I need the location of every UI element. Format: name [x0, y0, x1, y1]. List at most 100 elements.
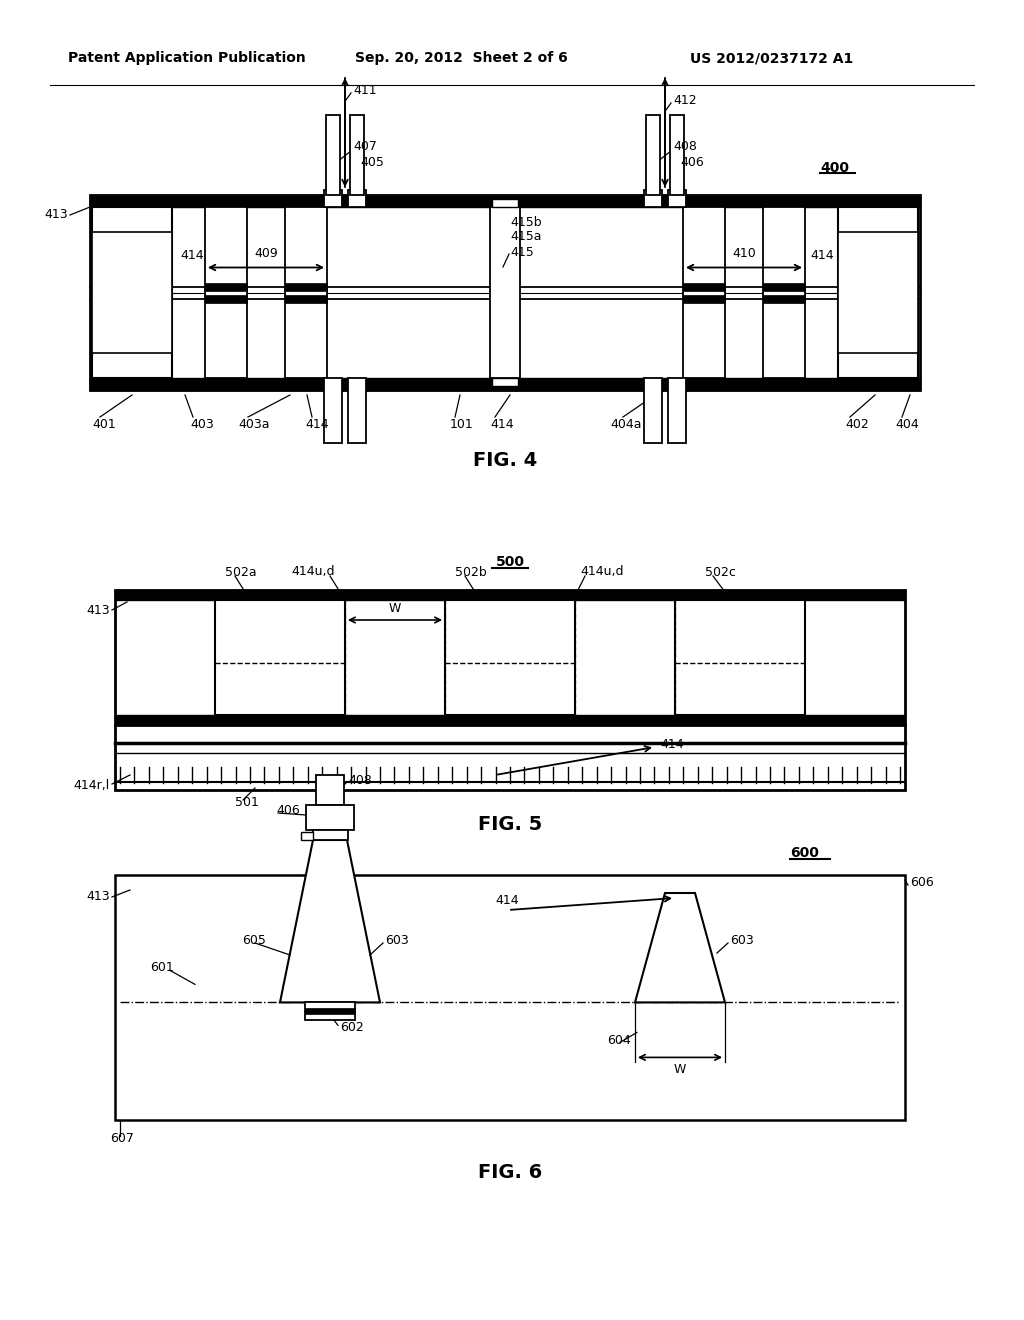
Bar [763, 207, 805, 378]
Text: 413: 413 [86, 603, 110, 616]
Bar [285, 282, 327, 290]
Text: 603: 603 [385, 933, 409, 946]
Text: 411: 411 [353, 83, 377, 96]
Bar [324, 190, 342, 207]
Text: 406: 406 [276, 804, 300, 817]
Text: 414: 414 [495, 894, 518, 907]
Text: 415: 415 [510, 246, 534, 259]
Bar [285, 207, 327, 378]
Bar [305, 1008, 355, 1014]
Text: 406: 406 [680, 157, 703, 169]
Bar [348, 190, 366, 207]
Bar [205, 282, 247, 290]
Bar [305, 1002, 355, 1020]
Bar [316, 775, 344, 805]
Bar [115, 590, 905, 601]
Text: 604: 604 [607, 1034, 631, 1047]
Text: 502c: 502c [705, 565, 736, 578]
Bar [644, 190, 662, 207]
Text: 415a: 415a [510, 231, 542, 243]
Bar [683, 207, 725, 378]
Text: 414: 414 [180, 249, 204, 261]
Bar [285, 294, 327, 302]
Text: FIG. 6: FIG. 6 [478, 1163, 542, 1181]
Bar [644, 378, 662, 444]
Text: 404a: 404a [610, 418, 641, 432]
Text: 502a: 502a [225, 565, 257, 578]
Text: 409: 409 [254, 247, 278, 260]
Bar [205, 294, 247, 302]
Text: 403a: 403a [238, 418, 269, 432]
Bar [324, 378, 342, 444]
Bar [301, 832, 313, 840]
Text: 401: 401 [92, 418, 116, 432]
Text: 600: 600 [790, 846, 819, 861]
Text: 407: 407 [353, 140, 377, 153]
Bar [92, 207, 172, 378]
Text: 402: 402 [845, 418, 868, 432]
Text: 607: 607 [110, 1131, 134, 1144]
Text: W: W [674, 1063, 686, 1076]
Bar [350, 115, 364, 195]
Text: 412: 412 [673, 94, 696, 107]
Bar [646, 115, 660, 195]
Text: 414: 414 [810, 249, 834, 261]
Text: US 2012/0237172 A1: US 2012/0237172 A1 [690, 51, 853, 65]
Bar [90, 195, 920, 389]
Text: 404: 404 [895, 418, 919, 432]
Bar [838, 207, 918, 378]
Text: 603: 603 [730, 933, 754, 946]
Bar [115, 725, 905, 789]
Text: 413: 413 [44, 209, 68, 222]
Polygon shape [635, 894, 725, 1002]
Bar [675, 601, 805, 715]
Bar [668, 378, 686, 444]
Text: 101: 101 [450, 418, 474, 432]
Text: 501: 501 [234, 796, 259, 808]
Text: 414u,d: 414u,d [292, 565, 335, 578]
Bar [115, 875, 905, 1119]
Bar [90, 378, 920, 389]
Text: 415b: 415b [510, 215, 542, 228]
Bar [763, 294, 805, 302]
Text: 405: 405 [360, 157, 384, 169]
Text: 400: 400 [820, 161, 849, 176]
Bar [326, 115, 340, 195]
Bar [492, 378, 518, 385]
Text: 606: 606 [910, 876, 934, 890]
Text: 502b: 502b [455, 565, 486, 578]
Bar [90, 195, 920, 207]
Bar [115, 590, 905, 725]
Text: Patent Application Publication: Patent Application Publication [68, 51, 306, 65]
Bar [348, 378, 366, 444]
Text: 414: 414 [490, 418, 514, 432]
Text: 605: 605 [242, 933, 266, 946]
Bar [838, 232, 918, 352]
Text: W: W [389, 602, 401, 615]
Bar [490, 207, 520, 378]
Text: 408: 408 [673, 140, 697, 153]
Polygon shape [280, 840, 380, 1002]
Bar [313, 830, 348, 840]
Bar [668, 190, 686, 207]
Text: 414r,l: 414r,l [74, 779, 110, 792]
Text: 500: 500 [496, 554, 524, 569]
Bar [683, 294, 725, 302]
Text: 410: 410 [732, 247, 756, 260]
Bar [306, 805, 354, 830]
Text: FIG. 5: FIG. 5 [478, 816, 542, 834]
Text: 414: 414 [305, 418, 329, 432]
Text: 413: 413 [86, 891, 110, 903]
Bar [683, 282, 725, 290]
Bar [670, 115, 684, 195]
Text: 414: 414 [660, 738, 684, 751]
Bar [92, 232, 172, 352]
Text: FIG. 4: FIG. 4 [473, 450, 538, 470]
Bar [115, 715, 905, 725]
Text: 403: 403 [190, 418, 214, 432]
Text: 602: 602 [340, 1020, 364, 1034]
Bar [492, 199, 518, 207]
Text: 408: 408 [348, 774, 372, 787]
Text: Sep. 20, 2012  Sheet 2 of 6: Sep. 20, 2012 Sheet 2 of 6 [355, 51, 567, 65]
Text: 601: 601 [150, 961, 174, 974]
